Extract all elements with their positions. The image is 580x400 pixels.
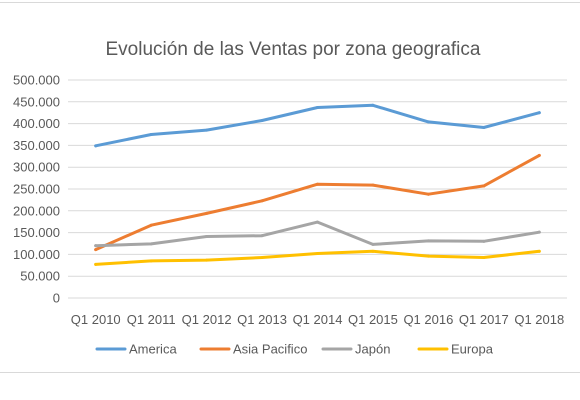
series-line-america [94, 103, 541, 148]
data-point-europa [316, 252, 319, 256]
data-point-america [205, 128, 209, 132]
data-point-jap-n [316, 220, 319, 224]
data-point-jap-n [371, 242, 375, 246]
data-point-asia-pacifico [482, 184, 486, 188]
legend-label: America [129, 342, 177, 357]
series-line-jap-n [94, 220, 541, 248]
data-point-europa [426, 254, 430, 258]
legend-label: Europa [451, 342, 494, 357]
legend-label: Japón [355, 342, 390, 357]
x-tick-label: Q1 2013 [237, 312, 287, 327]
y-tick-label: 300.000 [13, 160, 60, 175]
y-tick-label: 100.000 [13, 247, 60, 262]
data-point-america [149, 133, 153, 136]
data-point-asia-pacifico [426, 192, 430, 196]
data-point-jap-n [260, 234, 264, 238]
series-line-asia-pacifico [94, 153, 541, 252]
x-tick-label: Q1 2010 [71, 312, 121, 327]
x-tick-label: Q1 2016 [403, 312, 453, 327]
data-point-jap-n [149, 242, 153, 246]
legend-label: Asia Pacifico [233, 342, 307, 357]
data-point-europa [260, 255, 264, 259]
x-tick-label: Q1 2014 [293, 312, 343, 327]
y-tick-label: 350.000 [13, 138, 60, 153]
data-point-asia-pacifico [371, 183, 375, 187]
x-tick-label: Q1 2012 [182, 312, 232, 327]
data-point-america [482, 126, 486, 130]
data-point-europa [371, 249, 375, 253]
data-point-america [371, 103, 375, 107]
data-point-europa [94, 262, 98, 266]
data-point-asia-pacifico [94, 248, 98, 252]
grid-lines [68, 79, 567, 299]
x-axis: Q1 2010 Q1 2011 Q1 2012 Q1 2013 Q1 2014 Q1 20… [71, 312, 564, 327]
legend-item-europa: Europa [417, 342, 494, 357]
data-point-europa [149, 259, 153, 263]
data-point-jap-n [205, 235, 209, 239]
legend-item-america: America [95, 342, 177, 357]
data-point-jap-n [426, 239, 430, 243]
legend: America Asia Pacifico Japón Europa [95, 342, 494, 357]
data-point-asia-pacifico [205, 211, 209, 215]
data-point-europa [537, 249, 541, 253]
data-point-asia-pacifico [537, 153, 541, 157]
y-tick-label: 400.000 [13, 116, 60, 131]
bottom-border-line [0, 372, 580, 373]
data-point-europa [205, 258, 209, 262]
x-tick-label: Q1 2011 [127, 312, 176, 327]
data-point-jap-n [94, 244, 98, 248]
data-point-europa [482, 255, 486, 259]
data-point-america [260, 119, 264, 123]
y-axis: 0 50.000 100.000 150.000 200.000 250.000 300.0… [13, 73, 60, 306]
y-tick-label: 500.000 [13, 73, 60, 88]
top-border-line [0, 2, 580, 3]
x-tick-label: Q1 2017 [459, 312, 509, 327]
data-point-asia-pacifico [316, 182, 319, 186]
legend-item-asia-pacifico: Asia Pacifico [199, 342, 307, 357]
x-tick-label: Q1 2018 [514, 312, 564, 327]
data-point-america [426, 120, 430, 124]
data-point-asia-pacifico [149, 223, 153, 227]
chart-title: Evolución de las Ventas por zona geograf… [106, 39, 481, 60]
data-point-jap-n [482, 239, 486, 243]
data-point-jap-n [537, 230, 541, 234]
legend-item-jap-n: Japón [321, 342, 390, 357]
data-point-america [316, 105, 319, 109]
x-tick-label: Q1 2015 [348, 312, 398, 327]
y-tick-label: 250.000 [13, 182, 60, 197]
y-tick-label: 0 [53, 291, 60, 306]
y-tick-label: 200.000 [13, 203, 60, 218]
data-point-america [94, 144, 98, 148]
data-point-america [537, 111, 541, 115]
y-tick-label: 50.000 [20, 269, 60, 284]
series-lines [94, 103, 541, 266]
data-point-asia-pacifico [260, 199, 264, 203]
y-tick-label: 150.000 [13, 225, 60, 240]
y-tick-label: 450.000 [13, 94, 60, 109]
